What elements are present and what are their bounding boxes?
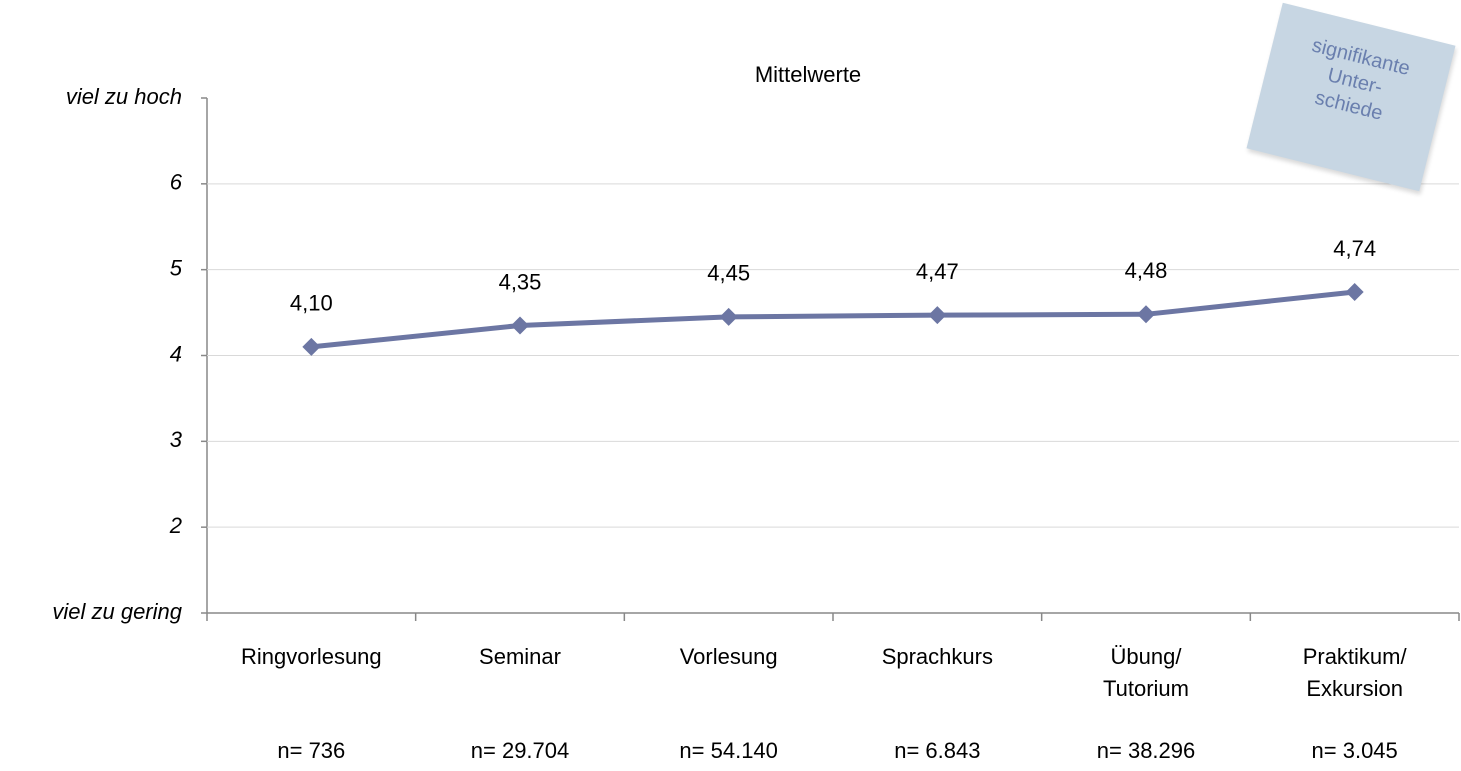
marker [928,306,947,325]
value-label: 4,10 [290,291,333,316]
y-tick-label: 2 [169,513,182,538]
y-tick-label: 5 [170,255,183,280]
sample-size: n= 54.140 [679,738,778,763]
x-tick-label: Sprachkurs [881,644,993,669]
marker [719,307,738,326]
value-label: 4,74 [1333,236,1376,261]
sample-size: n= 6.843 [894,738,981,763]
marker [1137,305,1155,324]
marker [1345,282,1364,301]
value-label: 4,45 [707,261,750,286]
y-tick-label: 4 [170,341,182,366]
sample-size: n= 38.296 [1096,738,1196,763]
value-label: 4,48 [1125,258,1168,283]
y-tick-label: 6 [170,170,183,195]
sample-size: n= 29.704 [470,738,570,763]
marker [302,337,321,356]
y-tick-label: 3 [170,427,183,452]
sample-size: n= 736 [277,738,346,763]
chart-title: Mittelwerte [755,62,861,87]
line [311,289,1355,350]
x-tick-label: Übung/ Tutorium [1103,644,1189,701]
y-tick-label: viel zu hoch [66,84,182,109]
value-label: 4,35 [499,269,542,294]
sample-size: n= 3.045 [1311,738,1398,763]
marker [511,316,529,335]
x-tick-label: Vorlesung [679,644,778,669]
value-label: 4,47 [916,259,959,284]
x-tick-label: Praktikum/ Exkursion [1302,644,1407,701]
y-tick-label: viel zu gering [52,599,182,624]
x-tick-label: Seminar [479,644,561,669]
x-tick-label: Ringvorlesung [241,644,382,669]
